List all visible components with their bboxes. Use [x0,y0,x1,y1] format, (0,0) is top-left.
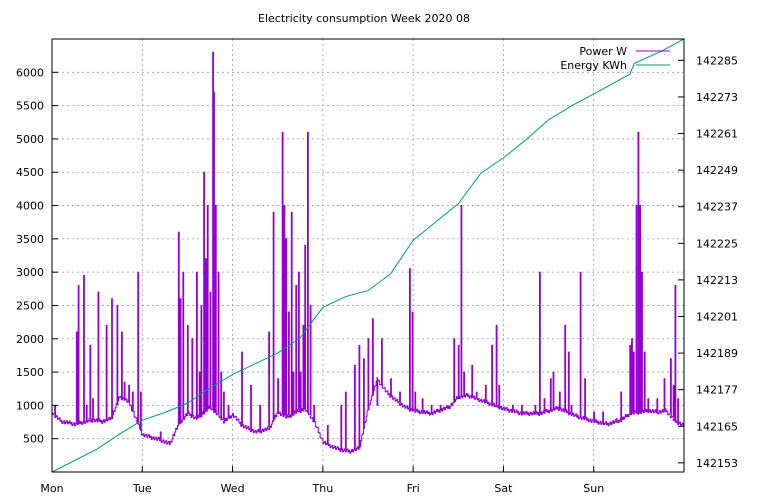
legend-label: Power W [579,45,627,58]
y-tick-label: 3000 [16,266,44,279]
x-tick-label: Sat [494,482,513,495]
plot-frame [51,38,685,473]
y-tick-label: 4000 [16,200,44,213]
y2-tick-label: 142165 [696,420,738,433]
x-tick-label: Tue [132,482,152,495]
energy-line [51,38,685,473]
y2-tick-label: 142213 [696,274,738,287]
y2-tick-label: 142285 [696,54,738,67]
x-tick-label: Wed [221,482,245,495]
y2-tick-label: 142273 [696,91,738,104]
y-tick-label: 5000 [16,133,44,146]
y2-tick-label: 142177 [696,384,738,397]
x-tick-label: Thu [312,482,334,495]
series-power [52,51,685,454]
y-tick-label: 1500 [16,366,44,379]
y-tick-label: 500 [23,433,44,446]
y2-tick-label: 142201 [696,310,738,323]
ticks: 500 1000 1500 2000 2500 3000 3500 4000 4500 5000 5… [16,54,738,495]
y-tick-label: 4500 [16,166,44,179]
y2-tick-label: 142189 [696,347,738,360]
y-tick-label: 5500 [16,100,44,113]
y-tick-label: 3500 [16,233,44,246]
power-line [52,51,685,454]
y-tick-label: 2000 [16,333,44,346]
x-tick-label: Fri [407,482,420,495]
y-tick-label: 1000 [16,399,44,412]
series-energy [51,38,685,473]
x-tick-label: Sun [583,482,604,495]
y2-tick-label: 142237 [696,201,738,214]
y2-tick-label: 142261 [696,128,738,141]
y-tick-label: 2500 [16,299,44,312]
y-tick-label: 6000 [16,66,44,79]
y2-tick-label: 142153 [696,457,738,470]
legend-label: Energy KWh [560,59,627,72]
x-tick-label: Mon [40,482,63,495]
y2-tick-label: 142249 [696,164,738,177]
chart-title: Electricity consumption Week 2020 08 [258,12,470,25]
y2-tick-label: 142225 [696,237,738,250]
